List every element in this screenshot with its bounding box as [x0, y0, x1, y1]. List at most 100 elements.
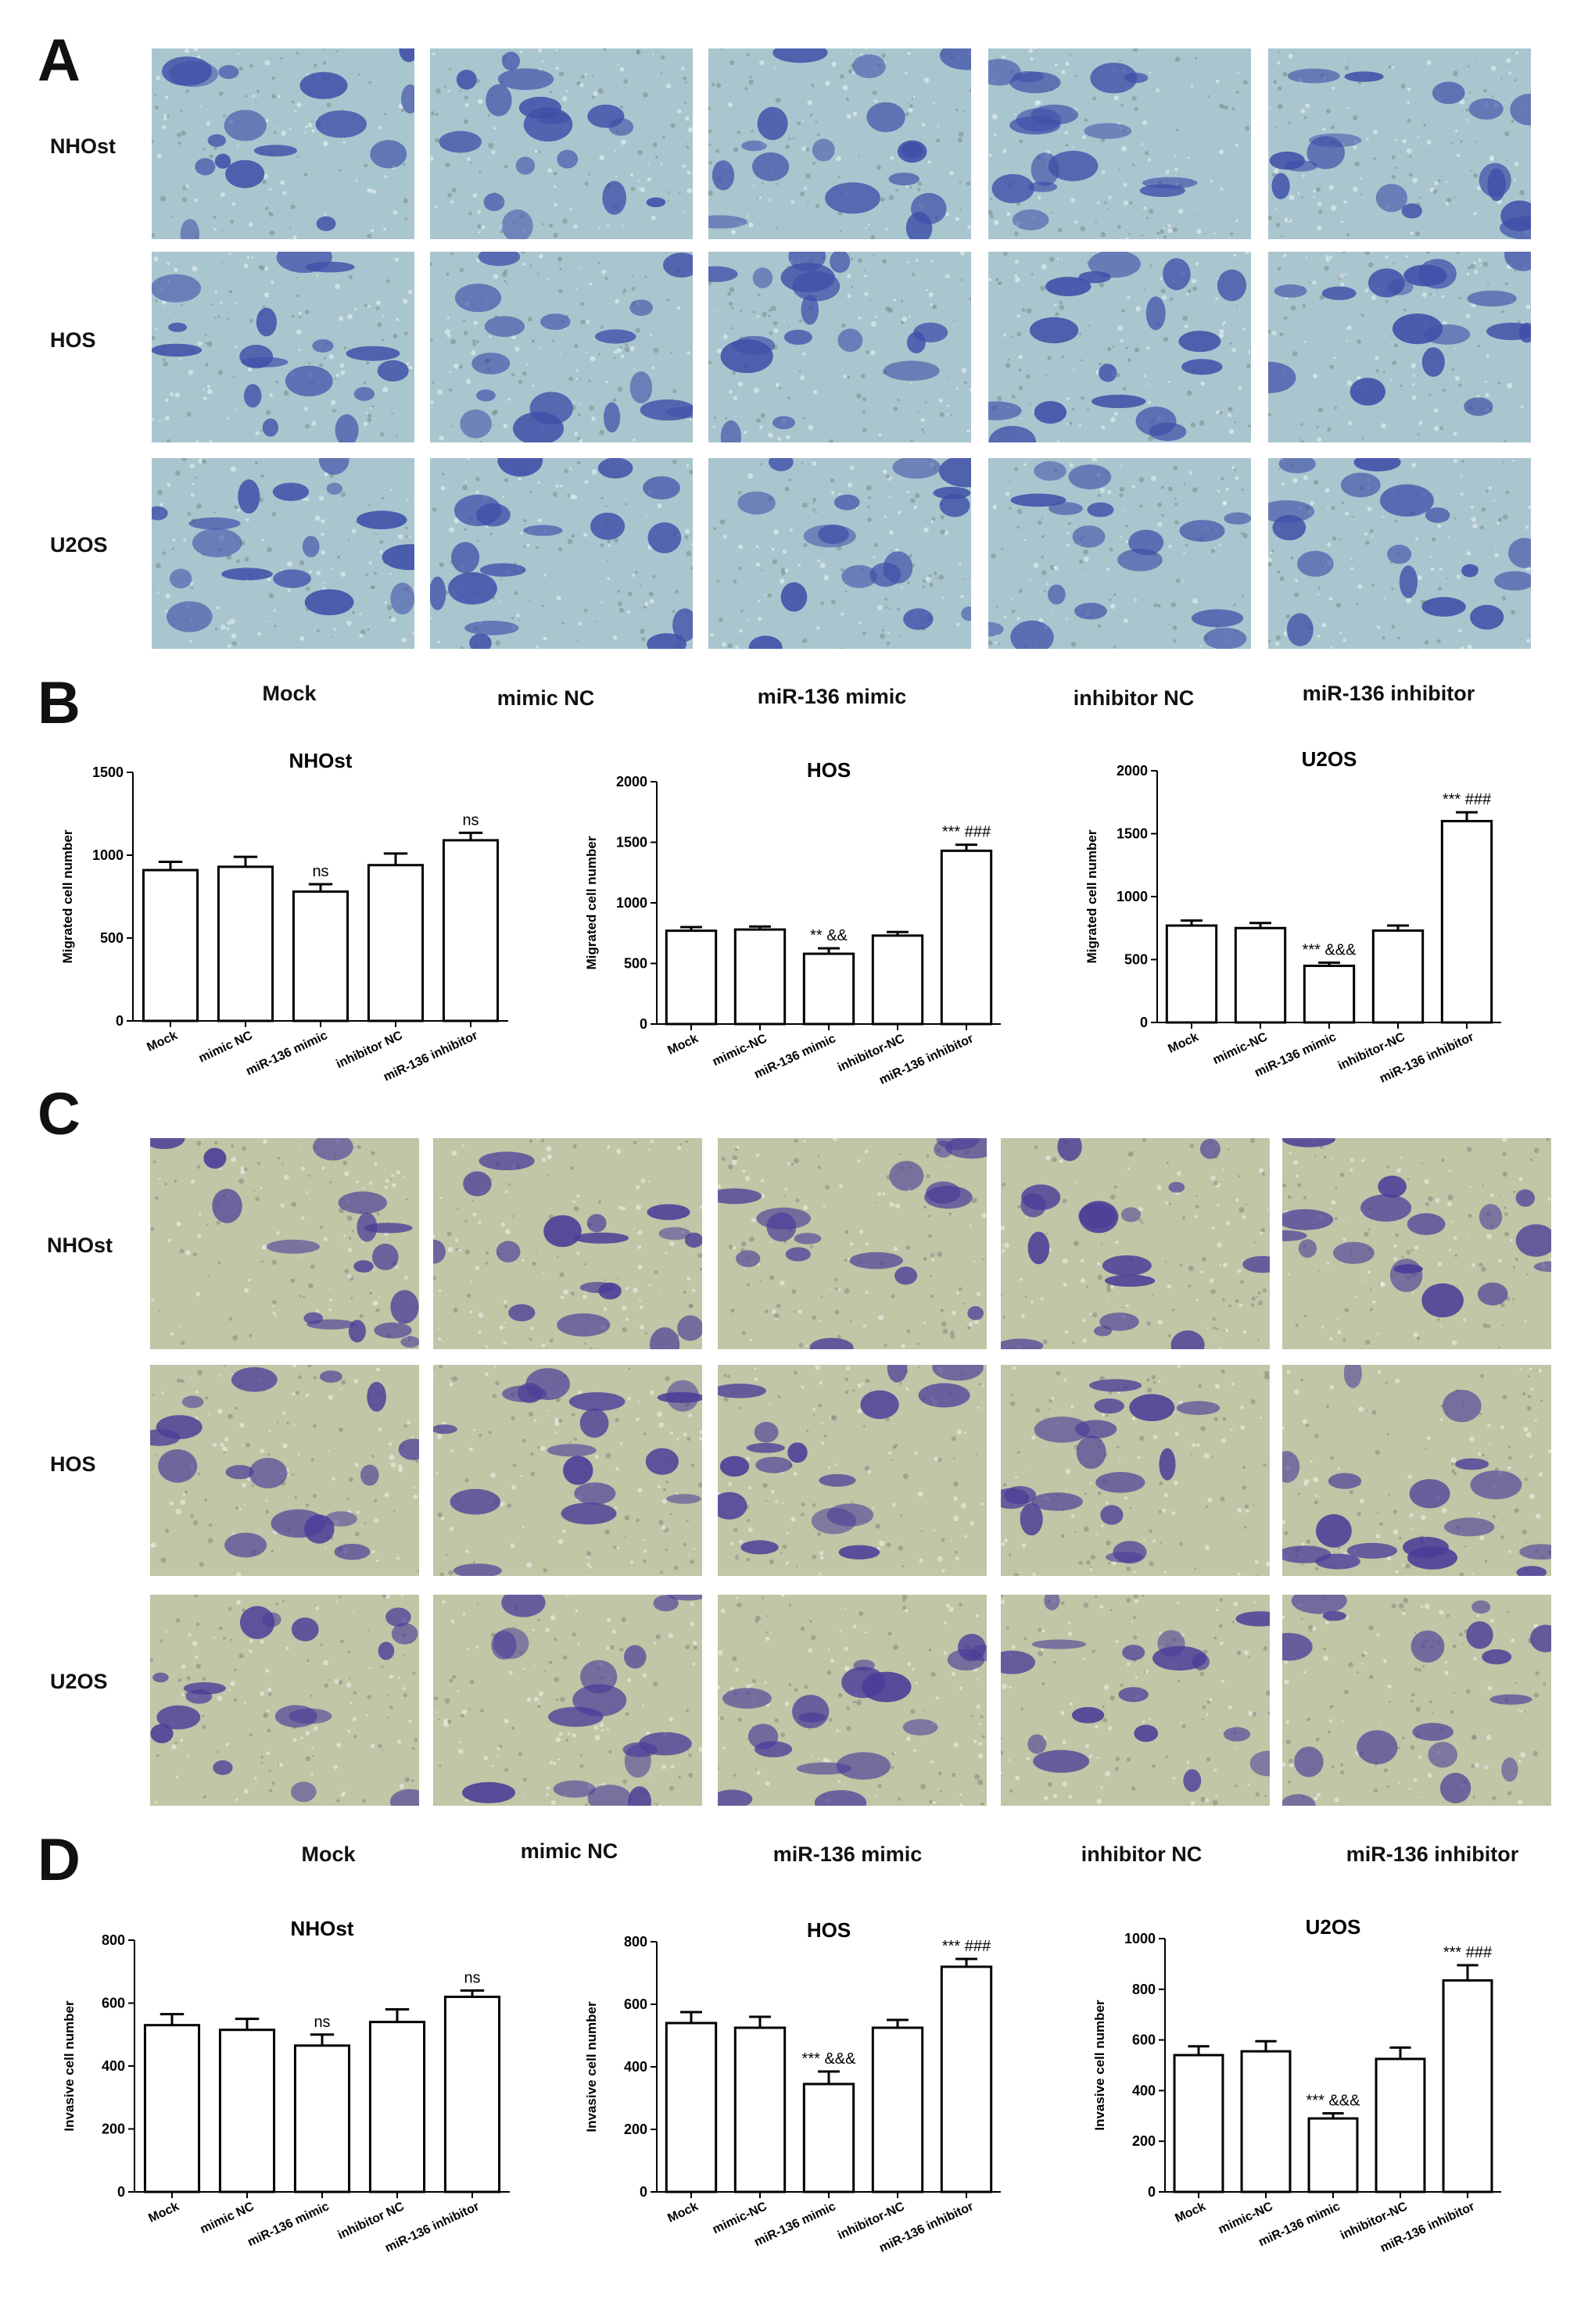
y-axis-label: Invasive cell number	[62, 2000, 77, 2132]
x-tick-label-2: miR-136 mimic	[244, 1029, 330, 1078]
y-tick-label: 0	[1140, 1015, 1148, 1030]
col-header-mimic-nc-b: mimic NC	[496, 686, 595, 710]
y-axis-label: Invasive cell number	[1092, 2000, 1107, 2131]
bar-0	[665, 929, 718, 1026]
y-tick-label: 0	[1148, 2184, 1156, 2200]
significance-label-4: *** ###	[942, 824, 991, 841]
significance-label-2: *** &&&	[1307, 2093, 1361, 2110]
chart-svg: HOS 0 200 400 600 800 Invasive cell number Mock…	[584, 1918, 1001, 2255]
x-tick-label-3: inhibitor NC	[335, 1029, 406, 1071]
y-axis-label: Migrated cell number	[584, 836, 599, 969]
x-tick-label-0: Mock	[1166, 1030, 1200, 1056]
bar-chart-d-u2os: U2OS 0 200 400 600 800 1000 Invasive cell numbe…	[1048, 1907, 1532, 2255]
y-tick-label: 0	[640, 1016, 647, 1032]
micrograph-invasion-u2os-mimic-nc	[433, 1595, 702, 1806]
bar-3	[871, 2026, 924, 2193]
micrograph-invasion-hos-mir136-mimic	[718, 1365, 987, 1576]
micrograph-invasion-nhost-inhibitor-nc	[1001, 1138, 1270, 1349]
bar-1	[217, 865, 274, 1022]
y-tick-label: 2000	[1117, 763, 1148, 779]
y-tick-label: 1000	[1117, 889, 1148, 904]
x-tick-label-1: mimic NC	[197, 1029, 255, 1065]
significance-label-2: *** &&&	[802, 2050, 857, 2068]
micrograph-invasion-u2os-mock	[150, 1595, 419, 1806]
col-header-mir136-inhibitor-b: miR-136 inhibitor	[1302, 682, 1475, 705]
micrograph-migration-nhost-mock	[152, 48, 414, 239]
y-tick-label: 1500	[616, 835, 647, 850]
col-header-mimic-nc-d: mimic NC	[520, 1839, 618, 1863]
col-header-inhibitor-nc-b: inhibitor NC	[1073, 686, 1195, 710]
bar-2	[802, 952, 855, 1026]
x-tick-label-1: mimic-NC	[711, 1032, 769, 1069]
micrograph-migration-u2os-mimic-nc	[430, 458, 693, 649]
micrograph-migration-hos-mock	[152, 252, 414, 442]
micrograph-migration-u2os-inhibitor-nc	[988, 458, 1251, 649]
row-label-u2os-c: U2OS	[50, 1670, 108, 1693]
y-tick-label: 800	[102, 1932, 125, 1948]
y-tick-label: 800	[1132, 1982, 1156, 1997]
chart-svg: NHOst 0 500 1000 1500 Migrated cell number Moc…	[60, 749, 508, 1084]
micrograph-invasion-hos-mimic-nc	[433, 1365, 702, 1576]
bar-3	[367, 864, 425, 1022]
y-tick-label: 400	[1132, 2082, 1156, 2098]
micrograph-migration-u2os-mir136-mimic	[708, 458, 971, 649]
y-tick-label: 1000	[616, 895, 647, 911]
x-tick-label-2: miR-136 mimic	[246, 2200, 332, 2249]
bar-2	[1307, 2117, 1359, 2193]
x-tick-label-1: mimic-NC	[1217, 2200, 1275, 2236]
bar-4	[1440, 819, 1493, 1024]
y-tick-label: 200	[624, 2122, 647, 2137]
y-tick-label: 400	[624, 2059, 647, 2075]
row-label-nhost-c: NHOst	[47, 1234, 113, 1257]
col-header-mir136-mimic-d: miR-136 mimic	[772, 1842, 923, 1866]
col-header-mir136-mimic-b: miR-136 mimic	[757, 685, 907, 708]
micrograph-invasion-nhost-mock	[150, 1138, 419, 1349]
bar-2	[802, 2082, 855, 2193]
micrograph-migration-hos-mimic-nc	[430, 252, 693, 442]
significance-label-4: ns	[462, 811, 479, 829]
x-tick-label-3: inhibitor NC	[336, 2200, 407, 2242]
y-tick-label: 2000	[616, 774, 647, 790]
micrograph-migration-hos-inhibitor-nc	[988, 252, 1251, 442]
y-tick-label: 1000	[92, 847, 124, 863]
bar-chart-d-nhost: NHOst 0 200 400 600 800 Invasive cell number Mo…	[47, 1907, 532, 2255]
bar-0	[142, 868, 199, 1022]
y-tick-label: 600	[624, 1996, 647, 2012]
x-tick-label-0: Mock	[146, 2200, 181, 2226]
micrograph-migration-nhost-inhibitor-nc	[988, 48, 1251, 239]
bar-1	[1234, 926, 1287, 1024]
x-tick-label-1: mimic NC	[199, 2200, 256, 2236]
y-tick-label: 500	[624, 956, 647, 972]
significance-label-4: *** ###	[942, 1938, 991, 1955]
significance-label-4: *** ###	[1443, 791, 1492, 808]
row-label-hos-a: HOS	[50, 328, 96, 352]
y-tick-label: 1500	[92, 765, 124, 780]
chart-svg: HOS 0 500 1000 1500 2000 Migrated cell number M…	[584, 758, 1001, 1087]
x-tick-label-1: mimic-NC	[711, 2200, 769, 2236]
bar-3	[1371, 929, 1425, 1024]
bar-2	[1303, 965, 1356, 1024]
y-tick-label: 0	[116, 1013, 124, 1029]
chart-svg: U2OS 0 500 1000 1500 2000 Migrated cell number…	[1084, 747, 1501, 1086]
micrograph-migration-nhost-mimic-nc	[430, 48, 693, 239]
y-tick-label: 500	[1124, 952, 1148, 968]
bar-3	[368, 2021, 426, 2193]
chart-title: NHOst	[289, 749, 353, 772]
significance-label-2: ns	[312, 863, 328, 880]
significance-label-4: ns	[464, 1969, 480, 1986]
bar-4	[940, 849, 993, 1026]
micrograph-migration-u2os-mir136-inhibitor	[1268, 458, 1531, 649]
col-header-mock-d: Mock	[301, 1842, 356, 1866]
chart-title: NHOst	[291, 1917, 354, 1940]
y-tick-label: 0	[640, 2184, 647, 2200]
x-tick-label-1: mimic-NC	[1211, 1030, 1270, 1067]
x-tick-label-0: Mock	[665, 1032, 700, 1058]
bar-4	[1442, 1978, 1493, 2193]
panel-letter-c: C	[38, 1081, 81, 1148]
chart-title: U2OS	[1302, 747, 1357, 771]
significance-label-4: *** ###	[1443, 1944, 1493, 1961]
chart-title: HOS	[807, 1918, 851, 1942]
micrograph-migration-nhost-mir136-inhibitor	[1268, 48, 1531, 239]
bar-4	[443, 1995, 501, 2193]
micrograph-migration-u2os-mock	[152, 458, 414, 649]
